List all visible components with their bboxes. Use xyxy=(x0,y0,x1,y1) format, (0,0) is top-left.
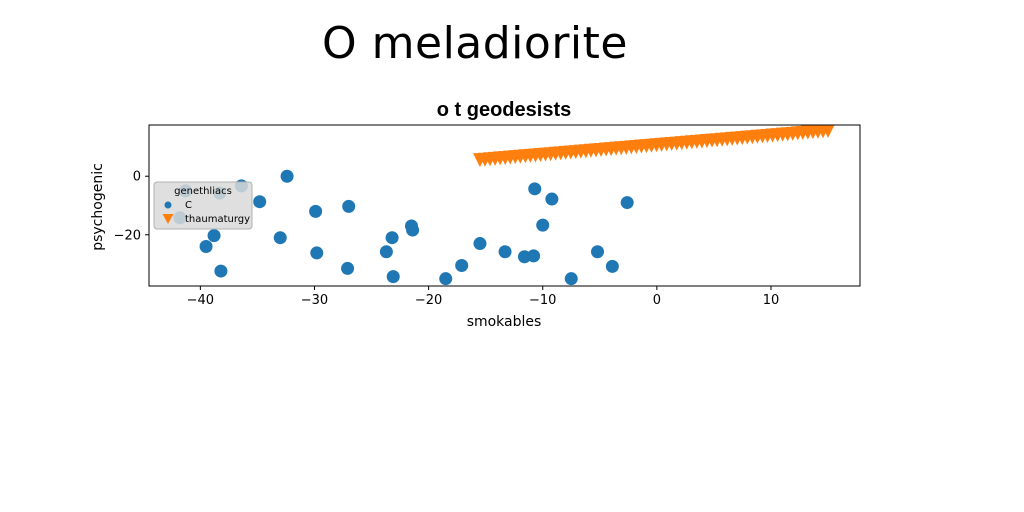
point-c-18 xyxy=(406,223,420,237)
legend-label-thaumaturgy: thaumaturgy xyxy=(185,214,250,225)
y-tick-label-0: −20 xyxy=(114,228,141,243)
point-c-4 xyxy=(253,195,267,209)
point-c-26 xyxy=(536,218,550,232)
legend-marker-c xyxy=(164,201,172,209)
legend-title: genethliacs xyxy=(174,186,232,197)
point-c-14 xyxy=(379,245,393,259)
point-c-28 xyxy=(564,272,578,286)
point-c-24 xyxy=(527,249,541,263)
point-c-7 xyxy=(207,229,221,243)
point-c-29 xyxy=(591,245,605,259)
point-c-22 xyxy=(498,245,512,259)
x-tick-label-3: −10 xyxy=(529,293,556,308)
legend-label-c: C xyxy=(185,200,192,211)
point-c-11 xyxy=(310,246,324,260)
point-c-8 xyxy=(214,264,228,278)
point-c-30 xyxy=(605,259,619,273)
y-axis-title: psychogenic xyxy=(90,163,106,251)
point-c-6 xyxy=(199,239,213,253)
point-c-13 xyxy=(341,261,355,275)
point-c-12 xyxy=(342,199,356,213)
x-tick-label-0: −40 xyxy=(187,293,214,308)
point-c-25 xyxy=(528,182,542,196)
legend: genethliacs C thaumaturgy xyxy=(153,181,253,230)
point-c-31 xyxy=(620,196,634,210)
point-c-20 xyxy=(455,259,469,273)
x-tick-label-1: −30 xyxy=(301,293,328,308)
y-tick-label-1: 0 xyxy=(133,170,141,185)
x-axis-title: smokables xyxy=(467,314,542,330)
point-c-16 xyxy=(386,270,400,284)
point-c-27 xyxy=(545,192,559,206)
chart-title: o t geodesists xyxy=(437,99,571,121)
x-tick-label-5: 10 xyxy=(763,293,780,308)
x-tick-label-2: −20 xyxy=(415,293,442,308)
point-c-9 xyxy=(273,231,287,245)
point-c-21 xyxy=(473,237,487,251)
legend-marker-thaumaturgy xyxy=(162,214,174,224)
plot-frame xyxy=(148,124,861,287)
page-title: O meladiorite xyxy=(322,18,628,69)
point-c-19 xyxy=(439,272,453,286)
point-c-15 xyxy=(385,231,399,245)
x-tick-label-4: 0 xyxy=(653,293,661,308)
point-c-10 xyxy=(309,204,323,218)
legend-box xyxy=(153,181,253,230)
point-c-5 xyxy=(280,169,294,183)
point-thaumaturgy-69 xyxy=(821,125,835,138)
